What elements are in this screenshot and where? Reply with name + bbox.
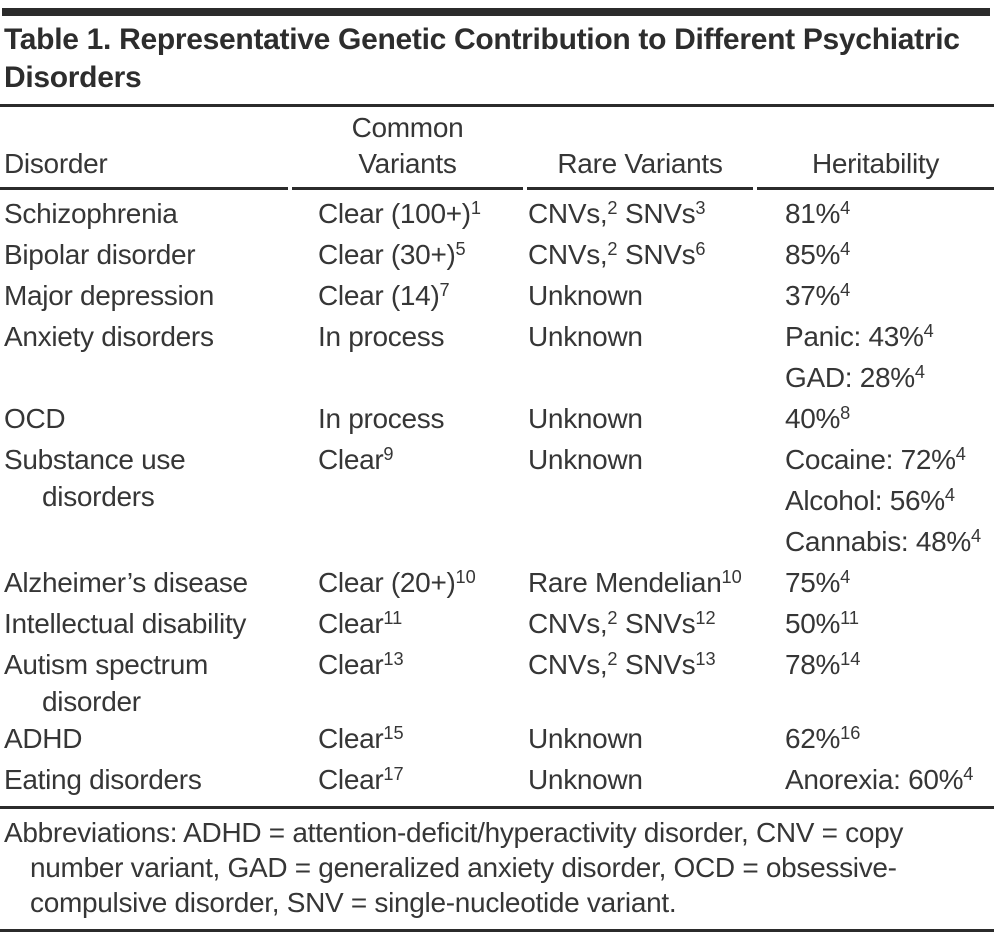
column-header-disorder: Disorder [0,146,288,190]
cell-herit: 81%4 [785,198,851,229]
table-figure: Table 1. Representative Genetic Contribu… [0,8,994,932]
cell-rare: Unknown [528,280,643,311]
cell-rare: CNVs,2 SNVs3 [528,198,706,229]
cell-common: Clear (100+)1 [318,198,481,229]
cell-common: In process [318,321,445,352]
cell-herit: 50%11 [785,608,860,639]
cell-disorder: Schizophrenia [4,198,178,229]
cell-herit: 85%4 [785,239,851,270]
cell-common: Clear (14)7 [318,280,450,311]
cell-disorder: Major depression [4,280,214,311]
table-row: Eating disorders Clear17 Unknown Anorexia: … [0,761,994,802]
column-header-heritability: Heritability [757,146,994,190]
cell-disorder: Anxiety disorders [4,321,214,352]
table-title: Table 1. Representative Genetic Contribu… [4,23,960,94]
table-row: OCD In process Unknown 40%8 [0,400,994,441]
cell-disorder: Eating disorders [4,764,202,795]
cell-herit: 62%16 [785,723,861,754]
cell-disorder: Autism spectrum disorder [4,649,208,717]
cell-disorder: Alzheimer’s disease [4,567,248,598]
table-body: Schizophrenia Clear (100+)1 CNVs,2 SNVs3 81… [0,190,994,802]
cell-herit: Anorexia: 60%4 [785,764,974,795]
cell-rare: Unknown [528,403,643,434]
table-top-bar [2,8,990,16]
table-row: Bipolar disorder Clear (30+)5 CNVs,2 SNVs6… [0,236,994,277]
footnote: Abbreviations: ADHD = attention-deficit/… [0,809,994,929]
cell-rare: Unknown [528,444,643,475]
table-row: Schizophrenia Clear (100+)1 CNVs,2 SNVs3 81… [0,195,994,236]
cell-common: In process [318,403,445,434]
cell-rare: Rare Mendelian10 [528,567,742,598]
title-rule [0,104,994,107]
cell-herit: Panic: 43%4 GAD: 28%4 [785,321,934,393]
footnote-line: number variant, GAD = generalized anxiet… [30,852,897,883]
table-row: Major depression Clear (14)7 Unknown 37%4 [0,277,994,318]
cell-herit: 40%8 [785,403,851,434]
table-row: Autism spectrum disorder Clear13 CNVs,2 SNV… [0,646,994,720]
table-header: Disorder Common Variants Rare Variants H… [0,110,994,190]
cell-herit: 37%4 [785,280,851,311]
column-header-rare-variants: Rare Variants [527,146,753,190]
cell-common: Clear17 [318,764,404,795]
cell-disorder: Intellectual disability [4,608,247,639]
cell-common: Clear (20+)10 [318,567,476,598]
cell-disorder: ADHD [4,723,83,754]
column-header-common-variants: Common Variants [292,110,523,190]
cell-herit: Cocaine: 72%4 Alcohol: 56%4 Cannabis: 48%4 [785,444,982,557]
cell-common: Clear9 [318,444,394,475]
cell-disorder: OCD [4,403,66,434]
cell-rare: Unknown [528,764,643,795]
cell-herit: 78%14 [785,649,861,680]
cell-rare: Unknown [528,321,643,352]
cell-rare: Unknown [528,723,643,754]
cell-disorder: Substance use disorders [4,444,186,512]
cell-rare: CNVs,2 SNVs13 [528,649,716,680]
table-row: Intellectual disability Clear11 CNVs,2 SNV… [0,605,994,646]
cell-rare: CNVs,2 SNVs12 [528,608,716,639]
cell-rare: CNVs,2 SNVs6 [528,239,706,270]
cell-common: Clear (30+)5 [318,239,466,270]
cell-herit: 75%4 [785,567,851,598]
cell-common: Clear11 [318,608,403,639]
table-row: ADHD Clear15 Unknown 62%16 [0,720,994,761]
table-row: Anxiety disorders In process Unknown Panic:… [0,318,994,400]
table-row: Alzheimer’s disease Clear (20+)10 Rare Men… [0,564,994,605]
cell-common: Clear13 [318,649,404,680]
table-row: Substance use disorders Clear9 Unknown Cocai… [0,441,994,564]
footnote-line: Abbreviations: ADHD = attention-deficit/… [4,817,904,848]
cell-disorder: Bipolar disorder [4,239,196,270]
footnote-line: compulsive disorder, SNV = single-nucleo… [30,887,677,918]
footnote-top-rule [0,806,994,809]
cell-common: Clear15 [318,723,404,754]
